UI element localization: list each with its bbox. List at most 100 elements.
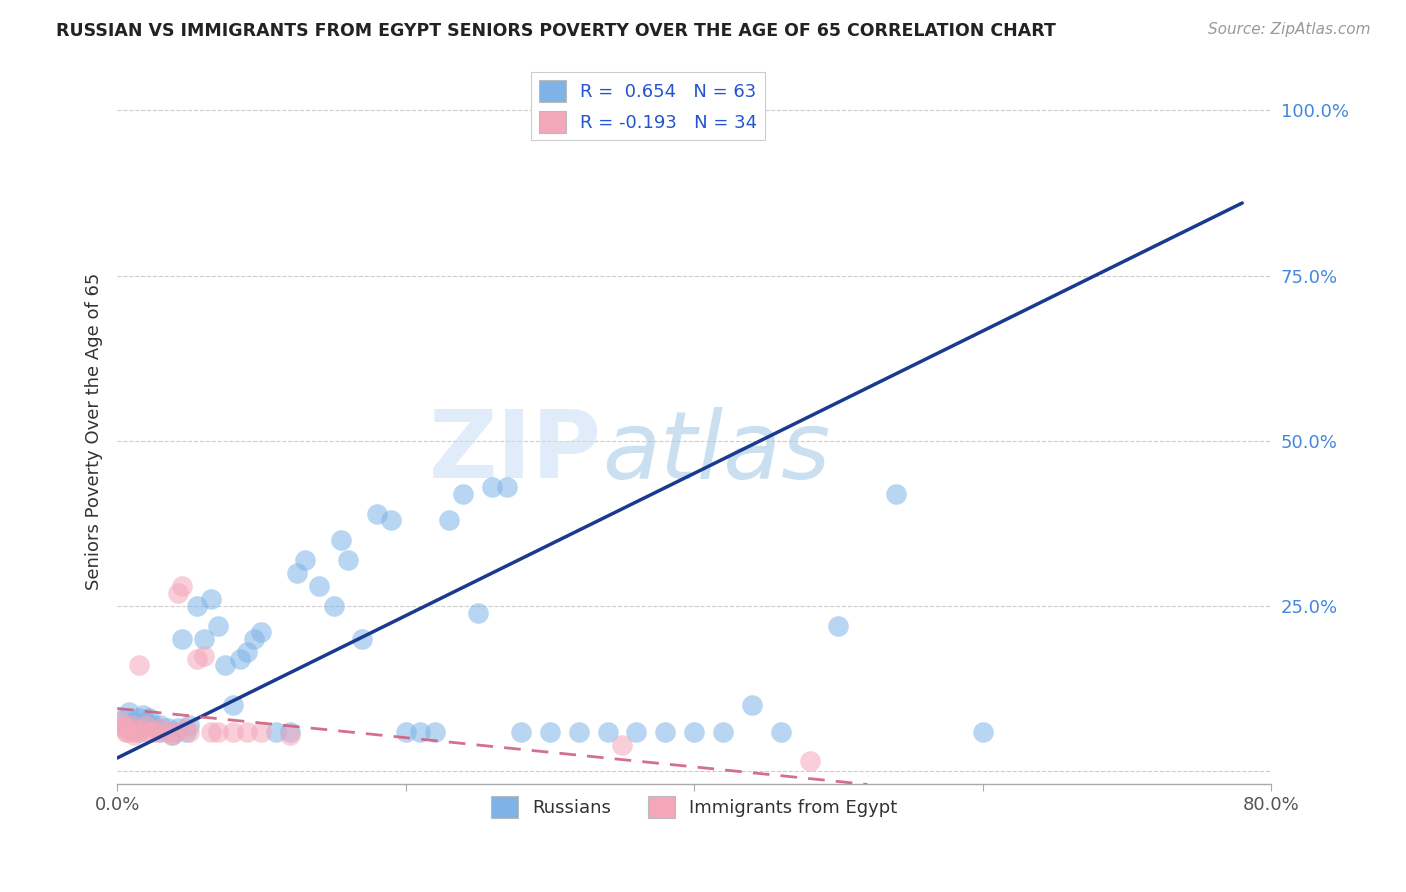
Point	[264, 724, 287, 739]
Point	[124, 728, 146, 742]
Point	[769, 724, 792, 739]
Point	[128, 724, 150, 739]
Point	[495, 480, 517, 494]
Point	[146, 724, 169, 739]
Point	[121, 718, 143, 732]
Point	[236, 645, 259, 659]
Point	[626, 724, 648, 739]
Point	[287, 566, 309, 580]
Point	[799, 754, 821, 768]
Point	[132, 721, 155, 735]
Point	[146, 721, 169, 735]
Point	[380, 513, 402, 527]
Point	[200, 724, 222, 739]
Point	[437, 513, 460, 527]
Point	[972, 724, 994, 739]
Point	[510, 724, 533, 739]
Point	[683, 724, 706, 739]
Point	[128, 658, 150, 673]
Point	[221, 724, 243, 739]
Point	[395, 724, 418, 739]
Point	[142, 718, 165, 732]
Point	[149, 724, 172, 739]
Point	[453, 486, 475, 500]
Point	[207, 619, 229, 633]
Point	[409, 724, 432, 739]
Point	[163, 724, 186, 739]
Point	[711, 724, 734, 739]
Point	[352, 632, 374, 646]
Point	[149, 721, 172, 735]
Point	[200, 592, 222, 607]
Point	[160, 728, 183, 742]
Point	[366, 507, 388, 521]
Point	[568, 724, 591, 739]
Point	[118, 705, 141, 719]
Point	[156, 724, 179, 739]
Point	[336, 553, 359, 567]
Point	[132, 708, 155, 723]
Point	[467, 606, 489, 620]
Y-axis label: Seniors Poverty Over the Age of 65: Seniors Poverty Over the Age of 65	[86, 272, 103, 590]
Point	[121, 724, 143, 739]
Point	[186, 652, 208, 666]
Point	[135, 714, 157, 729]
Point	[481, 480, 503, 494]
Point	[128, 711, 150, 725]
Point	[308, 579, 330, 593]
Point	[207, 724, 229, 739]
Point	[135, 718, 157, 732]
Legend: Russians, Immigrants from Egypt: Russians, Immigrants from Egypt	[484, 789, 904, 825]
Point	[176, 724, 198, 739]
Text: atlas: atlas	[602, 407, 830, 498]
Point	[278, 728, 301, 742]
Point	[538, 724, 561, 739]
Point	[179, 724, 201, 739]
Point	[214, 658, 236, 673]
Point	[221, 698, 243, 713]
Point	[827, 619, 849, 633]
Point	[229, 652, 252, 666]
Point	[278, 724, 301, 739]
Point	[128, 724, 150, 739]
Point	[112, 721, 135, 735]
Point	[294, 553, 316, 567]
Point	[250, 625, 273, 640]
Point	[166, 586, 188, 600]
Point	[596, 724, 619, 739]
Point	[193, 648, 215, 663]
Point	[236, 724, 259, 739]
Point	[329, 533, 352, 547]
Point	[138, 724, 160, 739]
Text: ZIP: ZIP	[429, 406, 602, 498]
Point	[166, 721, 188, 735]
Point	[610, 738, 633, 752]
Point	[124, 714, 146, 729]
Point	[250, 724, 273, 739]
Point	[111, 718, 134, 732]
Point	[160, 728, 183, 742]
Point	[163, 724, 186, 739]
Point	[142, 724, 165, 739]
Text: RUSSIAN VS IMMIGRANTS FROM EGYPT SENIORS POVERTY OVER THE AGE OF 65 CORRELATION : RUSSIAN VS IMMIGRANTS FROM EGYPT SENIORS…	[56, 22, 1056, 40]
Point	[112, 711, 135, 725]
Point	[179, 718, 201, 732]
Point	[156, 721, 179, 735]
Point	[741, 698, 763, 713]
Point	[117, 724, 139, 739]
Point	[884, 486, 907, 500]
Point	[121, 718, 143, 732]
Point	[654, 724, 676, 739]
Point	[193, 632, 215, 646]
Point	[423, 724, 446, 739]
Point	[138, 711, 160, 725]
Point	[243, 632, 266, 646]
Point	[186, 599, 208, 613]
Point	[115, 724, 138, 739]
Text: Source: ZipAtlas.com: Source: ZipAtlas.com	[1208, 22, 1371, 37]
Point	[322, 599, 344, 613]
Point	[172, 632, 194, 646]
Point	[118, 721, 141, 735]
Point	[172, 579, 194, 593]
Point	[149, 718, 172, 732]
